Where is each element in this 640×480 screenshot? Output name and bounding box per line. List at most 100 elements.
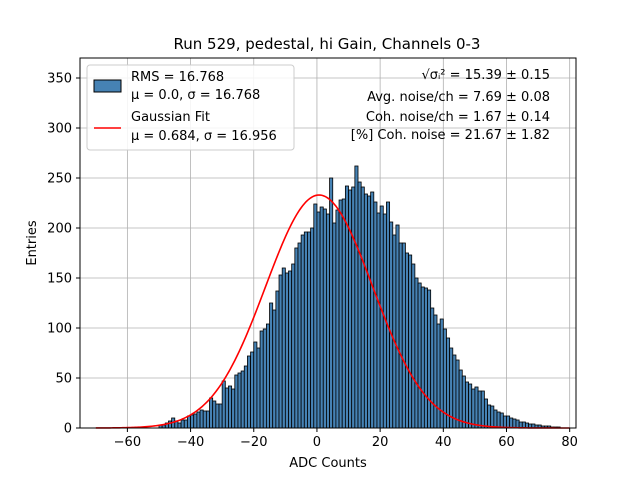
histogram-bar [455, 359, 460, 429]
histogram-bar [262, 328, 267, 429]
legend-histogram-line-2: μ = 0.0, σ = 16.768 [131, 88, 260, 103]
histogram-bar [272, 309, 277, 429]
histogram-bar [224, 387, 229, 429]
histogram-bar [509, 417, 514, 429]
histogram-bar [247, 355, 251, 429]
histogram-bar [427, 289, 432, 429]
histogram-bar [367, 195, 372, 429]
x-tick-label: 20 [372, 435, 389, 450]
histogram-bar [360, 186, 365, 429]
histogram-bar [401, 242, 406, 429]
histogram-bar [379, 205, 384, 429]
gaussian-fit-curve [95, 194, 570, 429]
histogram-bar [322, 208, 327, 429]
histogram-bar [275, 290, 280, 429]
histogram-bar [487, 404, 492, 429]
y-tick-label: 200 [47, 222, 72, 237]
histogram-bar [480, 390, 485, 429]
histogram-bar [398, 242, 403, 429]
histogram-bar [351, 186, 356, 429]
histogram-bar [354, 165, 359, 429]
stats-annotations: √σᵢ² = 15.39 ± 0.15 Avg. noise/ch = 7.69… [351, 68, 550, 143]
legend-histogram-line-1: RMS = 16.768 [131, 70, 224, 85]
histogram-bar [417, 282, 422, 429]
legend-box [86, 64, 295, 151]
x-tick-label: −60 [114, 435, 141, 450]
histogram-bar [411, 263, 416, 429]
histogram-bar [228, 385, 233, 429]
legend-fit-line-2: μ = 0.684, σ = 16.956 [131, 129, 277, 144]
y-tick-label: 300 [47, 122, 72, 137]
legend-fit-line-1: Gaussian Fit [131, 110, 210, 125]
x-tick-label: 60 [498, 435, 515, 450]
histogram-bar [461, 375, 466, 429]
histogram-bar [202, 410, 207, 429]
histogram-bar [205, 410, 210, 429]
histogram-bar [284, 272, 289, 429]
histogram-bar [231, 388, 236, 429]
histogram-bar [436, 323, 441, 429]
histogram-bar [477, 390, 482, 429]
histogram-bar [288, 270, 293, 429]
histogram-bar [465, 381, 469, 429]
histogram-bar [294, 247, 299, 429]
histogram-bar [303, 231, 308, 429]
histogram-bar [408, 254, 413, 429]
histogram-bar [307, 231, 312, 429]
histogram-bar [430, 307, 435, 429]
histogram-bar [265, 323, 270, 429]
annotation-coh-noise: Coh. noise/ch = 1.67 ± 0.14 [366, 110, 550, 125]
y-axis-ticks: 0 50 100 150 200 250 300 350 [47, 72, 80, 437]
histogram-bar [180, 419, 185, 429]
y-tick-label: 0 [64, 422, 72, 437]
y-tick-label: 250 [47, 172, 72, 187]
annotation-avg-noise: Avg. noise/ch = 7.69 ± 0.08 [367, 90, 550, 105]
histogram-bar [370, 191, 375, 429]
histogram-bar [423, 287, 428, 429]
plot-frame [79, 57, 577, 429]
histogram-bar [240, 370, 245, 429]
histogram-bar [291, 263, 296, 429]
y-tick-label: 100 [47, 322, 72, 337]
histogram-bar [253, 341, 258, 429]
histogram-bar [297, 242, 302, 429]
x-tick-label: 80 [561, 435, 578, 450]
histogram-bar [300, 234, 305, 429]
histogram-bar [414, 277, 419, 429]
histogram-bar [468, 383, 473, 429]
histogram-bar [474, 386, 479, 429]
histogram-bar [243, 365, 248, 429]
x-tick-label: 0 [313, 435, 321, 450]
histogram-bar [338, 199, 343, 429]
histogram-bar [212, 400, 217, 429]
histogram-bar [319, 206, 324, 429]
histogram-bar [420, 286, 425, 429]
chart-title: Run 529, pedestal, hi Gain, Channels 0-3 [174, 35, 481, 53]
x-axis-label: ADC Counts [289, 456, 367, 471]
histogram-bar [506, 415, 511, 429]
histogram-bar [237, 372, 242, 429]
histogram-bar [395, 224, 400, 429]
histogram-bar [386, 201, 391, 429]
histogram-bar [218, 403, 223, 429]
histogram-bar [250, 351, 255, 429]
y-tick-label: 150 [47, 272, 72, 287]
histogram-bar [433, 314, 438, 429]
histogram-bar [392, 234, 397, 429]
bars [158, 165, 561, 429]
histogram-bar [363, 193, 368, 429]
histogram-bar [281, 267, 286, 429]
histogram-bar [496, 411, 501, 429]
histogram-bar [316, 211, 321, 429]
histogram-bar [493, 409, 498, 429]
annotation-coh-noise-percent: [%] Coh. noise = 21.67 ± 1.82 [351, 128, 550, 143]
histogram-bar [177, 422, 182, 429]
histogram-bar [269, 302, 274, 429]
histogram-bar [326, 213, 330, 429]
histogram-bar [310, 227, 315, 429]
histogram-bar [313, 203, 318, 429]
x-tick-label: 40 [435, 435, 452, 450]
histogram-bar [256, 347, 261, 429]
annotation-sigma: √σᵢ² = 15.39 ± 0.15 [421, 68, 550, 83]
histogram-bar [471, 388, 476, 429]
